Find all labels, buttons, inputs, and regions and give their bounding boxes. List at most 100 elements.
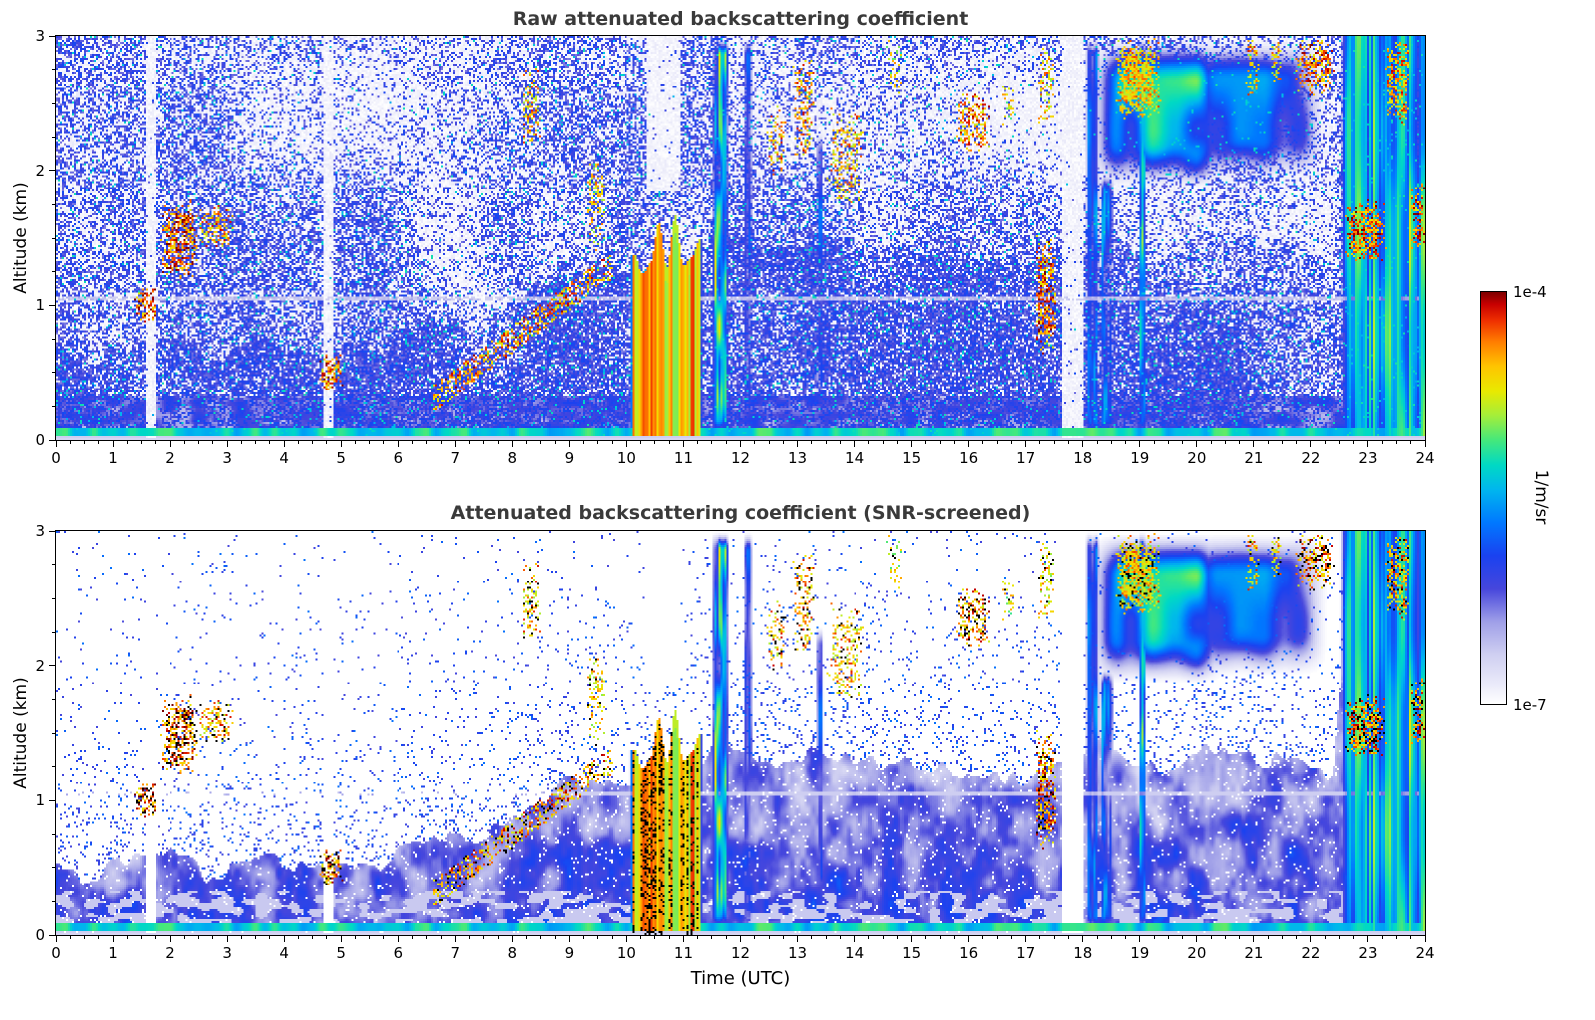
- x-major-tick: [968, 935, 970, 942]
- x-minor-tick: [811, 935, 813, 939]
- x-minor-tick: [925, 440, 927, 444]
- x-major-tick: [1196, 935, 1198, 942]
- x-tick-label: 18: [1073, 944, 1093, 962]
- x-minor-tick: [668, 440, 670, 444]
- x-minor-tick: [126, 440, 128, 444]
- chart-title-raw: Raw attenuated backscattering coefficien…: [512, 8, 969, 30]
- x-minor-tick: [754, 935, 756, 939]
- x-minor-tick: [497, 935, 499, 939]
- heatmap-panel-screened: [49, 530, 1426, 942]
- x-tick-label: 2: [165, 449, 175, 467]
- x-minor-tick: [640, 935, 642, 939]
- x-minor-tick: [1353, 440, 1355, 444]
- heatmap-canvas-screened: [56, 531, 1425, 935]
- x-major-tick: [1025, 935, 1027, 942]
- x-tick-label: 12: [730, 449, 751, 467]
- x-minor-tick: [1096, 935, 1098, 939]
- y-minor-tick: [52, 564, 56, 566]
- x-major-tick: [511, 935, 513, 942]
- x-major-tick: [854, 935, 856, 942]
- x-minor-tick: [540, 440, 542, 444]
- x-minor-tick: [1210, 935, 1212, 939]
- x-minor-tick: [640, 440, 642, 444]
- x-minor-tick: [1338, 440, 1340, 444]
- x-tick-label: 15: [902, 449, 922, 467]
- x-tick-label: 5: [336, 944, 346, 962]
- x-minor-tick: [1153, 440, 1155, 444]
- y-major-tick: [49, 439, 56, 441]
- x-minor-tick: [953, 935, 955, 939]
- x-minor-tick: [155, 440, 157, 444]
- x-tick-label: 16: [959, 449, 979, 467]
- y-minor-tick: [52, 338, 56, 340]
- x-tick-label: 15: [902, 944, 922, 962]
- x-minor-tick: [1053, 440, 1055, 444]
- x-major-tick: [283, 935, 285, 942]
- heatmap-canvas-raw: [56, 36, 1425, 440]
- x-minor-tick: [326, 440, 328, 444]
- y-tick-label: 2: [35, 161, 45, 180]
- x-tick-label: 20: [1187, 944, 1207, 962]
- x-minor-tick: [126, 935, 128, 939]
- x-tick-label: 12: [730, 944, 751, 962]
- x-major-tick: [1253, 935, 1255, 942]
- x-minor-tick: [369, 935, 371, 939]
- x-minor-tick: [483, 440, 485, 444]
- y-major-tick: [49, 35, 56, 37]
- x-major-tick: [1424, 935, 1426, 942]
- x-minor-tick: [354, 935, 356, 939]
- x-minor-tick: [1324, 935, 1326, 939]
- x-minor-tick: [255, 935, 257, 939]
- x-tick-label: 24: [1415, 944, 1435, 962]
- y-minor-tick: [52, 136, 56, 138]
- x-minor-tick: [426, 935, 428, 939]
- x-minor-tick: [141, 935, 143, 939]
- x-minor-tick: [1053, 935, 1055, 939]
- x-tick-label: 13: [787, 944, 808, 962]
- x-minor-tick: [84, 935, 86, 939]
- y-minor-tick: [52, 102, 56, 104]
- x-minor-tick: [1410, 440, 1412, 444]
- x-minor-tick: [98, 935, 100, 939]
- x-minor-tick: [1153, 935, 1155, 939]
- x-minor-tick: [1239, 440, 1241, 444]
- x-tick-label: 14: [845, 944, 865, 962]
- x-major-tick: [625, 440, 627, 447]
- x-minor-tick: [297, 440, 299, 444]
- x-major-tick: [112, 935, 114, 942]
- x-minor-tick: [925, 935, 927, 939]
- x-major-tick: [340, 440, 342, 447]
- y-axis-label-raw: Altitude (km): [11, 182, 31, 294]
- x-minor-tick: [882, 440, 884, 444]
- x-minor-tick: [212, 440, 214, 444]
- x-minor-tick: [1210, 440, 1212, 444]
- y-minor-tick: [52, 405, 56, 407]
- x-minor-tick: [896, 935, 898, 939]
- x-minor-tick: [469, 935, 471, 939]
- heatmap-panel-raw: [49, 35, 1426, 447]
- x-minor-tick: [1281, 440, 1283, 444]
- x-major-tick: [1082, 935, 1084, 942]
- x-minor-tick: [155, 935, 157, 939]
- x-minor-tick: [825, 935, 827, 939]
- x-minor-tick: [1096, 440, 1098, 444]
- x-minor-tick: [1224, 440, 1226, 444]
- x-major-tick: [797, 935, 799, 942]
- x-minor-tick: [982, 440, 984, 444]
- x-tick-label: 1: [108, 449, 118, 467]
- x-major-tick: [682, 440, 684, 447]
- x-tick-label: 3: [222, 449, 232, 467]
- x-major-tick: [625, 935, 627, 942]
- y-minor-tick: [52, 900, 56, 902]
- x-minor-tick: [768, 935, 770, 939]
- y-tick-label: 3: [35, 522, 45, 540]
- x-major-tick: [1139, 440, 1141, 447]
- y-minor-tick: [52, 833, 56, 835]
- x-minor-tick: [1110, 440, 1112, 444]
- y-major-tick: [49, 799, 56, 801]
- x-tick-label: 4: [279, 944, 289, 962]
- x-minor-tick: [996, 935, 998, 939]
- x-minor-tick: [1381, 935, 1383, 939]
- x-minor-tick: [711, 440, 713, 444]
- x-minor-tick: [183, 440, 185, 444]
